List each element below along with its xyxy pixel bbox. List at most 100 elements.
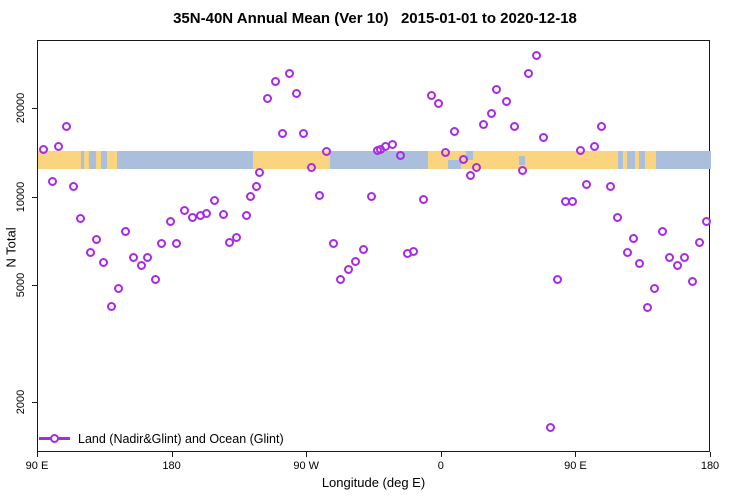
x-tick [575, 452, 577, 457]
data-point [284, 68, 294, 78]
x-tick-label: 90 E [564, 460, 587, 472]
data-point [628, 234, 638, 244]
x-tick-label: 90 E [25, 460, 49, 472]
data-point [434, 98, 444, 108]
data-point [649, 283, 659, 293]
data-point [299, 129, 309, 139]
data-point [427, 91, 437, 101]
data-point [54, 142, 64, 152]
data-point [567, 197, 577, 207]
y-tick-label: 20000 [15, 93, 27, 124]
data-point [137, 261, 147, 271]
data-point [179, 206, 189, 216]
ocean-patch [447, 160, 462, 170]
land-segment [645, 151, 656, 170]
data-point [702, 216, 712, 226]
data-point [388, 139, 398, 149]
data-point [553, 275, 563, 285]
data-point [687, 276, 697, 286]
data-point [335, 274, 345, 284]
data-point [69, 182, 79, 192]
x-tick-label: 90 W [293, 460, 320, 472]
data-point [694, 237, 704, 247]
data-point [450, 127, 460, 137]
x-tick [37, 452, 38, 457]
land-segment [96, 151, 101, 170]
data-point [47, 176, 57, 186]
data-point [623, 247, 633, 257]
legend-label: Land (Nadir&Glint) and Ocean (Glint) [78, 432, 284, 446]
data-point [634, 259, 644, 269]
data-point [343, 265, 353, 274]
data-point [486, 109, 496, 119]
ocean-patch [518, 155, 525, 165]
data-point [171, 238, 181, 248]
chart-title: 35N-40N Annual Mean (Ver 10) 2015-01-01 … [173, 10, 577, 27]
data-point [150, 275, 160, 285]
y-tick [32, 285, 37, 287]
data-point [321, 146, 331, 156]
x-tick [710, 452, 711, 457]
data-point [209, 195, 219, 205]
x-tick [171, 452, 173, 457]
data-point [107, 302, 117, 312]
y-tick [32, 402, 37, 404]
data-point [597, 121, 607, 131]
data-point [224, 237, 234, 247]
data-point [314, 190, 324, 200]
data-point [582, 180, 592, 189]
data-point [165, 217, 175, 227]
land-segment [38, 151, 82, 170]
ocean-patch [465, 151, 474, 161]
data-point [409, 246, 419, 256]
data-point [465, 171, 475, 181]
data-point [590, 142, 600, 152]
data-point [605, 182, 615, 192]
data-point [458, 154, 468, 164]
y-axis-label: N Total [3, 227, 19, 268]
data-point [518, 165, 528, 175]
data-point [270, 76, 280, 86]
data-point [121, 226, 131, 236]
data-point [501, 97, 511, 107]
land-segment [106, 151, 118, 170]
data-point [643, 302, 653, 312]
data-point [292, 88, 302, 98]
data-point [664, 252, 674, 262]
data-point [546, 422, 556, 432]
data-point [673, 261, 683, 271]
data-point [492, 85, 502, 95]
data-point [38, 145, 48, 155]
data-point [62, 121, 72, 131]
data-point [232, 232, 242, 242]
data-point [441, 147, 451, 157]
data-point [478, 120, 488, 130]
land-segment [84, 151, 89, 170]
data-point [99, 258, 109, 268]
data-point [246, 192, 256, 202]
data-point [575, 145, 585, 155]
data-point [142, 253, 152, 263]
data-point [278, 129, 288, 139]
data-point [367, 192, 377, 202]
data-point [241, 211, 251, 221]
data-point [419, 194, 429, 204]
data-point [396, 151, 406, 161]
data-point [531, 51, 541, 61]
data-point [91, 235, 101, 245]
data-point [128, 252, 138, 262]
data-point [85, 248, 95, 258]
land-segment [634, 151, 640, 170]
x-tick-label: 0 [437, 460, 444, 472]
data-point [523, 69, 533, 79]
x-tick [440, 452, 442, 457]
data-point [358, 244, 368, 254]
land-segment [253, 151, 330, 170]
data-point [307, 162, 317, 172]
x-tick-label: 180 [700, 460, 720, 472]
data-point [539, 133, 549, 143]
y-tick [32, 196, 37, 198]
x-axis-label: Longitude (deg E) [321, 475, 426, 490]
data-point [509, 121, 519, 131]
